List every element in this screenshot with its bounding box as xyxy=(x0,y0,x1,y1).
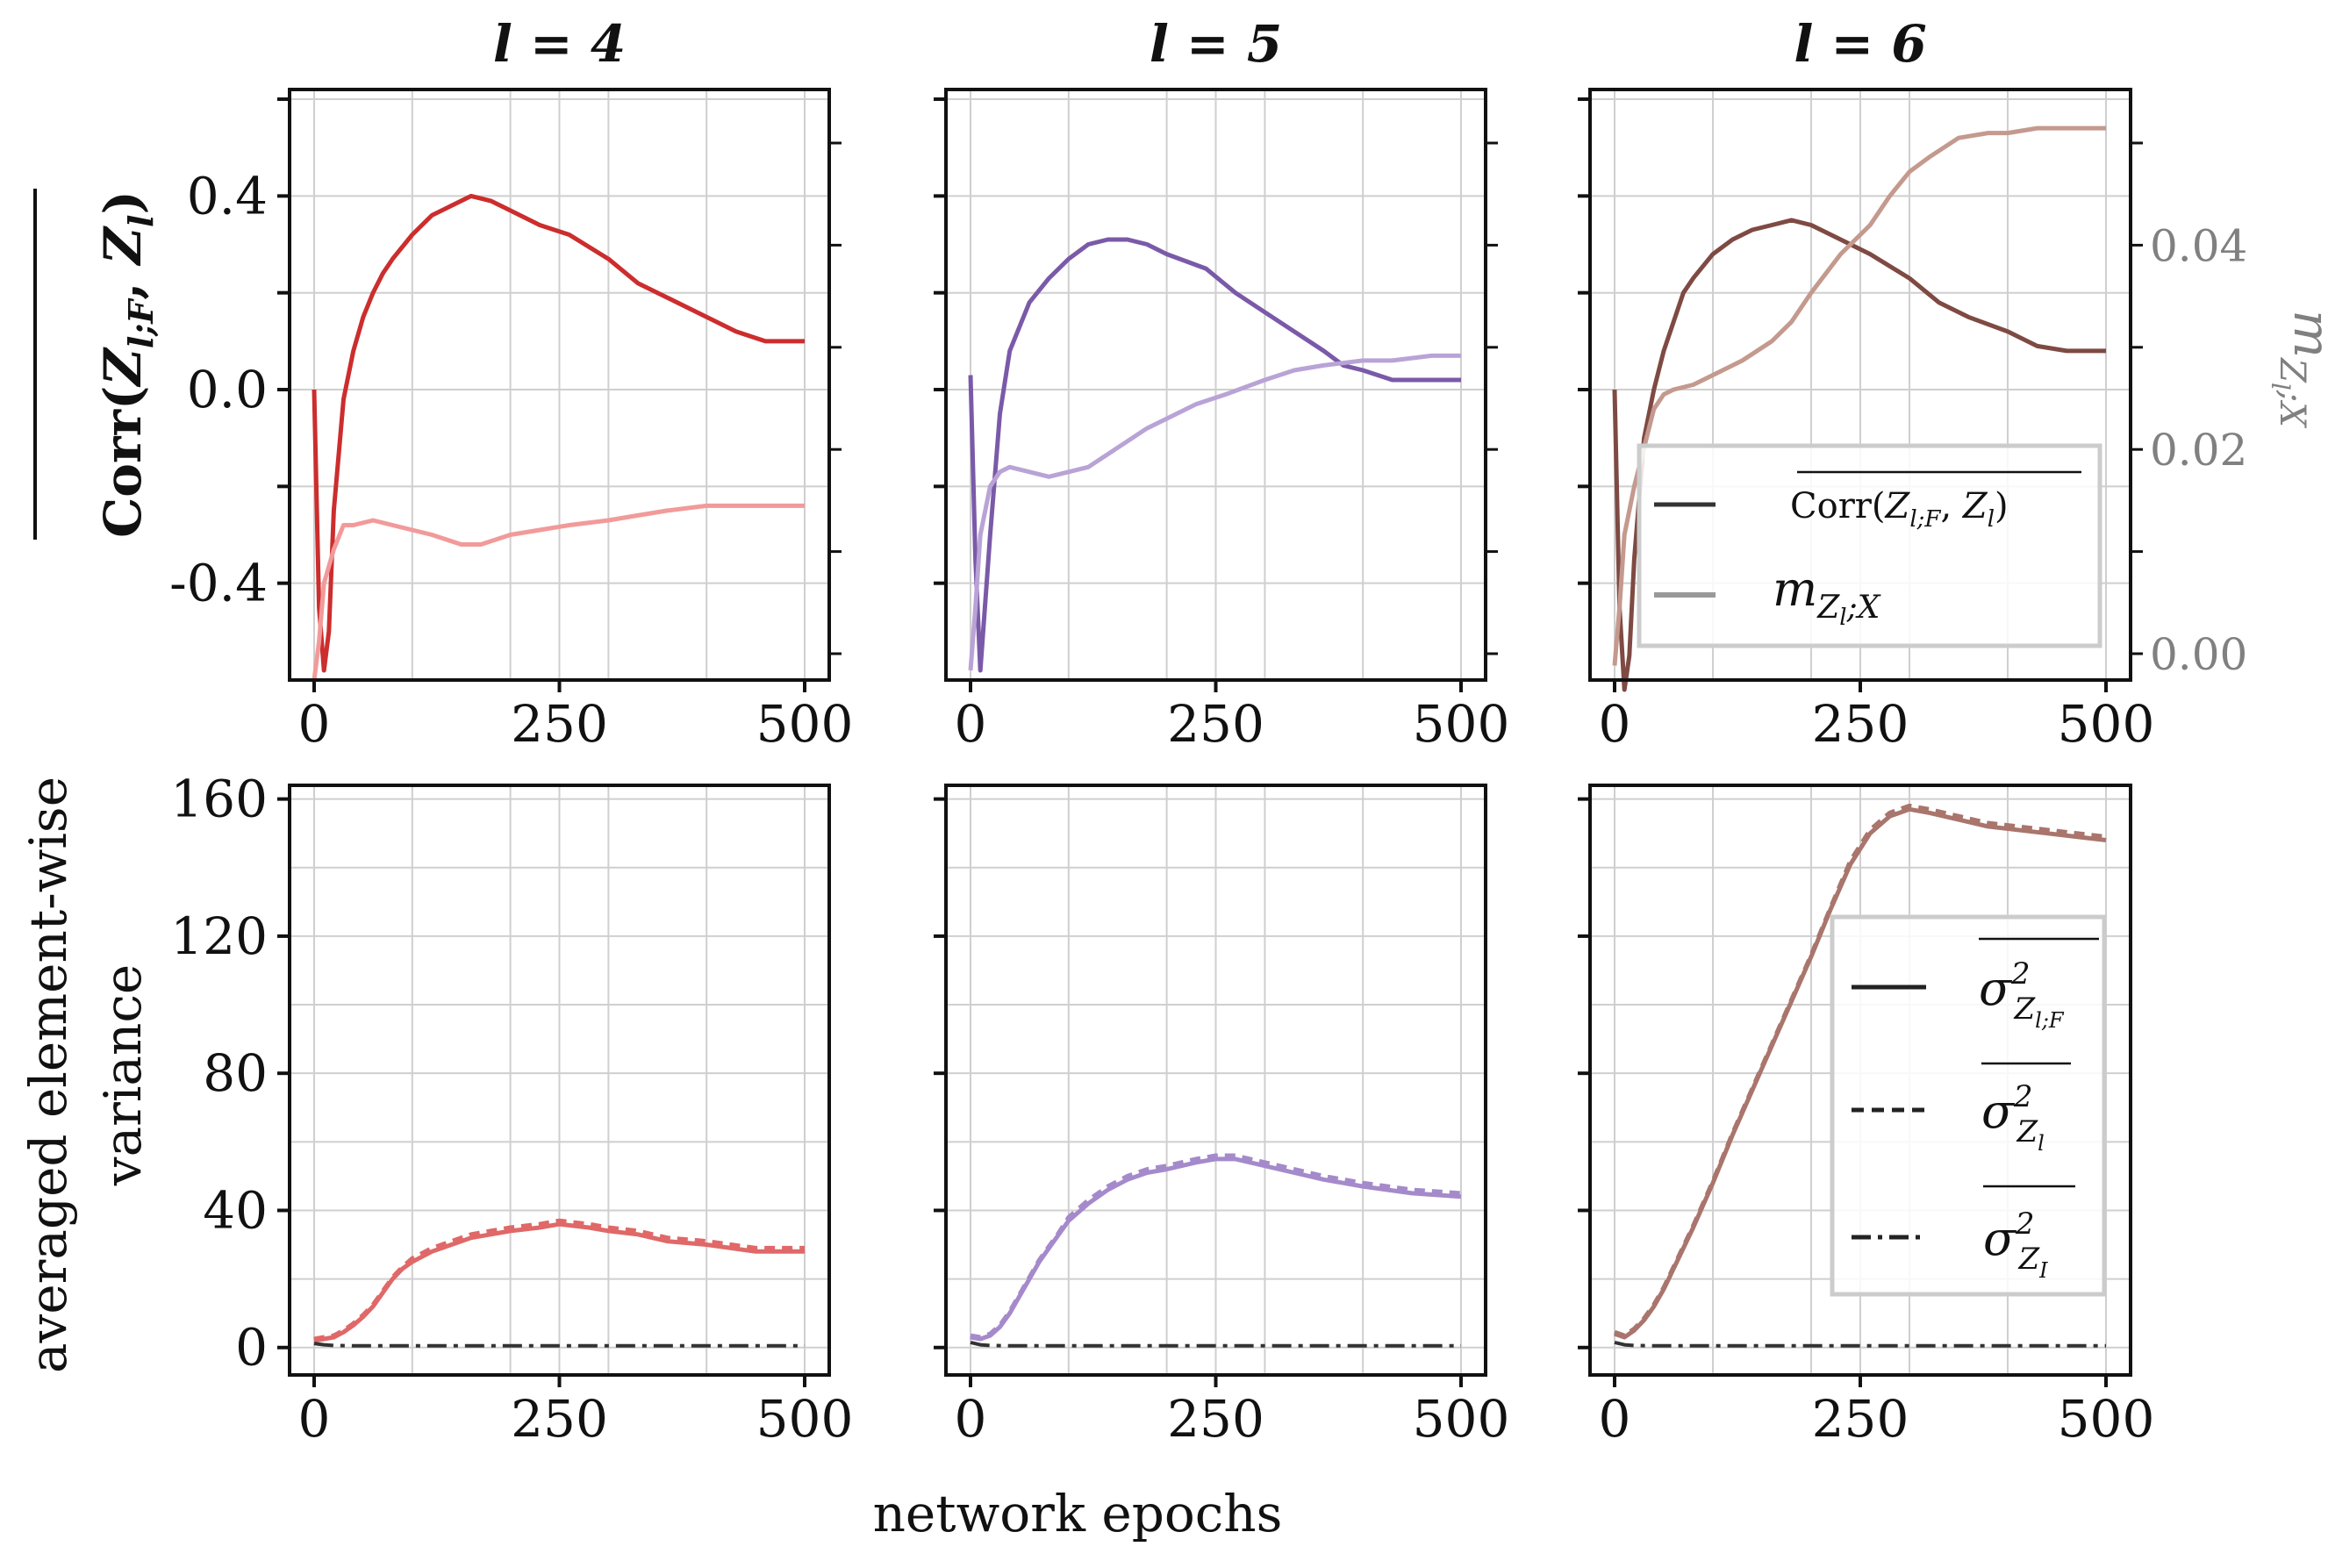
panel-title: l = 4 xyxy=(493,14,626,74)
x-tick-label: 250 xyxy=(1812,1389,1909,1449)
svg-text:Corr(Zl;F, Zl): Corr(Zl;F, Zl) xyxy=(93,190,161,538)
panel-top-2: 0 250 500 l = 5 xyxy=(934,14,1509,754)
series-m xyxy=(968,353,1461,671)
y-tick-label: 40 xyxy=(203,1180,268,1240)
x-tick-label: 250 xyxy=(511,1389,608,1449)
svg-text:mZl;X: mZl;X xyxy=(2266,310,2328,428)
y-tick-label: 0.4 xyxy=(187,166,268,226)
x-tick-label: 0 xyxy=(298,1389,331,1449)
x-tick-label: 0 xyxy=(1599,694,1631,754)
series-var_I xyxy=(970,1340,1461,1348)
series-corr xyxy=(968,237,1461,673)
bottom-y-axis-label-line2: variance xyxy=(93,964,153,1186)
right-y-tick-label: 0.02 xyxy=(2150,425,2247,476)
y-tick-label: -0.4 xyxy=(169,554,268,613)
right-y-tick-label: 0.04 xyxy=(2150,220,2247,271)
panel-top-1: 0 250 500 -0.4 0.0 0.4 l = 4 xyxy=(169,14,853,754)
right-y-tick-label: 0.00 xyxy=(2150,629,2247,680)
x-tick-label: 250 xyxy=(511,694,608,754)
panel-bottom-2: 0 250 500 xyxy=(934,784,1510,1449)
y-tick-label: 120 xyxy=(170,906,268,966)
y-tick-label: 160 xyxy=(170,770,268,829)
x-tick-label: 0 xyxy=(298,694,331,754)
legend-box xyxy=(1830,914,2107,1297)
top-legend: Corr(Zl;F, Zl) mZl;X xyxy=(1637,443,2102,648)
series-corr xyxy=(312,193,805,673)
series-var_I xyxy=(1614,1340,2106,1348)
panel-bottom-1: 0 250 500 0 40 80 120 160 xyxy=(170,770,853,1449)
legend-label-corr: Corr(Zl;F, Zl) xyxy=(1790,486,2009,533)
y-tick-label: 80 xyxy=(203,1043,268,1103)
panel-title: l = 5 xyxy=(1150,14,1282,74)
x-tick-label: 500 xyxy=(756,1389,854,1449)
legend-box xyxy=(1637,443,2102,648)
x-tick-label: 500 xyxy=(1413,694,1510,754)
y-tick-label: 0.0 xyxy=(187,360,268,419)
x-tick-label: 250 xyxy=(1167,1389,1264,1449)
bottom-y-axis-label-line1: averaged element-wise xyxy=(18,777,78,1373)
panel-title: l = 6 xyxy=(1794,14,1926,74)
x-tick-label: 500 xyxy=(1413,1389,1510,1449)
series-var_l xyxy=(970,1153,1462,1340)
series-var_F xyxy=(970,1156,1462,1342)
x-tick-label: 0 xyxy=(955,1389,987,1449)
x-tick-label: 0 xyxy=(1599,1389,1631,1449)
x-tick-label: 500 xyxy=(2058,694,2155,754)
series-corr xyxy=(1612,218,2106,692)
x-axis-label: network epochs xyxy=(873,1484,1283,1543)
x-tick-label: 500 xyxy=(756,694,854,754)
x-tick-label: 250 xyxy=(1812,694,1909,754)
x-tick-label: 0 xyxy=(955,694,987,754)
series-m xyxy=(312,503,805,681)
x-tick-label: 500 xyxy=(2058,1389,2155,1449)
y-tick-label: 0 xyxy=(235,1318,268,1378)
series-var_I xyxy=(313,1342,805,1348)
top-y-axis-label: Corr(Zl;F, Zl) xyxy=(33,189,161,540)
series-var_l xyxy=(313,1218,805,1342)
series-var_l xyxy=(1614,803,2107,1338)
bottom-legend: σ2 Zl;F σ2 Zl σ2 ZI xyxy=(1830,914,2107,1297)
right-y-axis-label: mZl;X xyxy=(2266,310,2328,428)
x-tick-label: 250 xyxy=(1167,694,1264,754)
